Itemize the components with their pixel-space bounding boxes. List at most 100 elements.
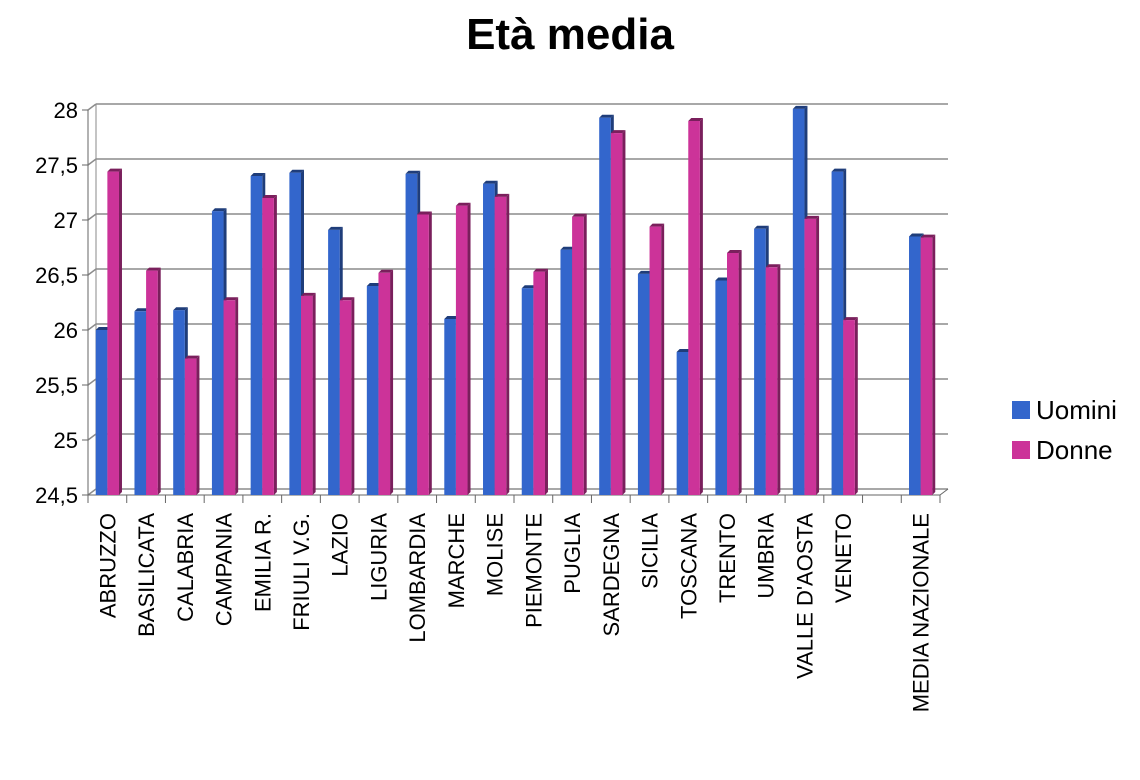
gridline-depth [87, 378, 97, 386]
bar [378, 272, 391, 495]
bar [676, 352, 689, 495]
bar-top [610, 130, 626, 134]
bar [494, 196, 507, 495]
bar-side [235, 297, 239, 495]
bar-top [572, 213, 587, 217]
bar-top [405, 170, 421, 174]
bar-side [661, 223, 665, 495]
legend-item-donne: Donne [1012, 432, 1117, 468]
legend-item-uomini: Uomini [1012, 392, 1117, 428]
bar-top [250, 173, 266, 176]
bar-top [920, 234, 936, 238]
bar [754, 228, 766, 496]
bar-top [378, 269, 394, 273]
x-tick-label: CAMPANIA [212, 513, 237, 627]
bar [417, 214, 429, 495]
gridline-depth [87, 323, 97, 331]
bar-top [223, 297, 239, 301]
bar [831, 171, 844, 495]
bar [223, 300, 236, 495]
y-tick-label: 28 [54, 98, 78, 123]
legend-swatch-uomini [1012, 401, 1030, 419]
x-tick-label: CALABRIA [173, 513, 198, 622]
bar-top [909, 233, 924, 237]
bar-top [444, 316, 459, 319]
bar [366, 286, 379, 495]
bar-top [831, 168, 847, 172]
x-tick-label: TRENTO [715, 513, 740, 603]
bar [637, 273, 650, 495]
x-tick-label: FRIULI V.G. [289, 513, 314, 631]
x-tick-label: PUGLIA [560, 513, 585, 594]
bar-side [390, 269, 394, 495]
bar-side [467, 202, 471, 495]
y-tick-label: 26,5 [35, 263, 78, 288]
x-tick-label: PIEMONTE [521, 513, 546, 628]
bar-top [184, 355, 200, 359]
bar-side [273, 195, 277, 495]
x-axis-depth [939, 488, 949, 496]
bar [599, 117, 611, 495]
bar-side [854, 317, 858, 495]
bar [521, 288, 534, 495]
bar-top [676, 349, 692, 352]
y-tick-label: 27,5 [35, 153, 78, 178]
bar-top [173, 307, 188, 311]
bar-top [95, 327, 111, 330]
legend-label-donne: Donne [1036, 434, 1113, 465]
bar [250, 176, 263, 495]
bar [909, 236, 921, 495]
x-tick-label: TOSCANA [676, 513, 701, 619]
x-tick-label: SICILIA [638, 513, 663, 589]
bar-top [754, 225, 769, 229]
bar [804, 218, 817, 495]
bar-side [738, 250, 742, 495]
bar-top [366, 283, 382, 286]
bar [211, 211, 224, 495]
y-tick-label: 26 [54, 318, 78, 343]
bar [146, 270, 158, 495]
bar-top [339, 297, 355, 301]
bar-top [301, 292, 316, 296]
bar [262, 198, 274, 495]
bar-top [599, 114, 614, 118]
bar-top [289, 169, 304, 173]
bar [134, 311, 147, 495]
y-tick-label: 25,5 [35, 373, 78, 398]
bar [688, 121, 700, 495]
bar-top [727, 250, 742, 253]
bar-top [715, 277, 730, 281]
x-tick-label: BASILICATA [134, 513, 159, 637]
bar [328, 229, 340, 495]
bar-top [146, 267, 161, 271]
bar [483, 183, 495, 495]
bar-top [843, 317, 858, 321]
bar-side [506, 193, 510, 495]
bar-side [816, 215, 820, 495]
bar-top [211, 208, 227, 212]
bar [649, 226, 662, 495]
bar-top [637, 270, 653, 274]
bar-side [118, 168, 122, 495]
y-tick-label: 25 [54, 428, 78, 453]
bar [107, 171, 119, 495]
gridline-depth [87, 213, 97, 221]
bar [727, 253, 739, 495]
gridline-depth [87, 103, 97, 111]
bar [560, 249, 573, 495]
bar-top [134, 308, 150, 312]
y-tick-label: 27 [54, 208, 78, 233]
bar-side [777, 264, 781, 495]
bar [95, 330, 108, 495]
bar [444, 319, 456, 495]
bar-top [455, 202, 471, 206]
x-tick-label: SARDEGNA [599, 513, 624, 637]
legend-label-uomini: Uomini [1036, 394, 1117, 425]
bar-top [792, 105, 808, 109]
x-tick-label: EMILIA R. [250, 513, 275, 612]
bar [792, 108, 805, 496]
gridline-depth [87, 268, 97, 276]
bar-top [765, 264, 781, 268]
gridline-depth [87, 433, 97, 441]
